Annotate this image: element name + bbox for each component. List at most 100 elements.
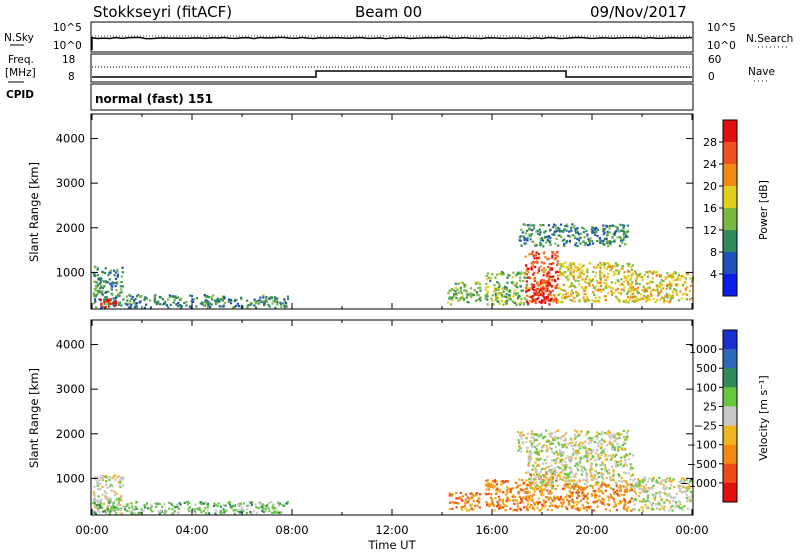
heatmap-cell	[120, 512, 124, 515]
heatmap-cell	[560, 264, 563, 267]
heatmap-cell	[92, 510, 96, 513]
heatmap-cell	[625, 509, 629, 512]
heatmap-cell	[548, 281, 551, 285]
heatmap-cell	[600, 483, 604, 486]
heatmap-cell	[272, 507, 275, 510]
heatmap-cell	[572, 475, 575, 478]
heatmap-cell	[502, 491, 505, 494]
heatmap-cell	[117, 503, 120, 506]
freq-left-tick-bottom: 8	[68, 71, 75, 83]
heatmap-cell	[586, 450, 589, 454]
heatmap-cell	[232, 509, 235, 512]
heatmap-cell	[464, 507, 467, 510]
heatmap-cell	[217, 297, 220, 300]
heatmap-cell	[273, 296, 276, 299]
heatmap-cell	[177, 507, 180, 510]
heatmap-cell	[587, 437, 590, 440]
heatmap-cell	[678, 500, 682, 503]
heatmap-cell	[622, 465, 625, 468]
heatmap-cell	[268, 297, 271, 300]
heatmap-cell	[94, 499, 97, 502]
heatmap-cell	[120, 275, 123, 278]
heatmap-cell	[658, 284, 662, 287]
heatmap-cell	[607, 285, 610, 288]
heatmap-cell	[202, 502, 205, 505]
heatmap-cell	[96, 499, 99, 502]
heatmap-cell	[485, 274, 488, 277]
heatmap-cell	[239, 502, 242, 505]
heatmap-cell	[586, 244, 590, 247]
heatmap-cell	[531, 500, 534, 503]
heatmap-cell	[604, 484, 607, 487]
heatmap-cell	[574, 435, 578, 438]
heatmap-cell	[648, 298, 652, 302]
heatmap-cell	[665, 499, 668, 502]
heatmap-cell	[538, 509, 541, 512]
heatmap-cell	[497, 292, 500, 295]
heatmap-cell	[493, 509, 496, 512]
heatmap-cell	[623, 271, 626, 274]
heatmap-cell	[578, 239, 581, 242]
heatmap-cell	[647, 298, 650, 301]
beam-label: Beam 00	[355, 3, 422, 21]
heatmap-cell	[107, 498, 110, 501]
heatmap-cell	[542, 293, 545, 296]
heatmap-cell	[558, 443, 561, 446]
heatmap-cell	[280, 511, 283, 514]
colorbar-segment	[723, 142, 737, 165]
heatmap-cell	[586, 457, 589, 460]
heatmap-cell	[529, 457, 533, 460]
heatmap-cell	[628, 298, 631, 301]
heatmap-cell	[465, 296, 468, 299]
heatmap-cell	[582, 457, 585, 460]
heatmap-cell	[687, 483, 690, 486]
heatmap-cell	[563, 242, 566, 246]
heatmap-cell	[140, 508, 143, 511]
heatmap-cell	[540, 269, 543, 272]
heatmap-cell	[128, 510, 131, 513]
heatmap-cell	[613, 435, 616, 438]
heatmap-cell	[546, 272, 549, 275]
heatmap-cell	[624, 502, 627, 505]
heatmap-cell	[616, 298, 620, 301]
heatmap-cell	[635, 296, 638, 299]
heatmap-cell	[501, 273, 504, 276]
heatmap-cell	[564, 433, 567, 436]
heatmap-cell	[584, 483, 587, 486]
heatmap-cell	[612, 478, 615, 481]
heatmap-cell	[654, 289, 657, 292]
heatmap-cell	[101, 479, 104, 482]
heatmap-cell	[491, 273, 494, 276]
heatmap-cell	[206, 504, 209, 507]
heatmap-cell	[633, 300, 636, 303]
heatmap-cell	[592, 449, 595, 452]
heatmap-cell	[530, 453, 533, 456]
cpid-label: CPID	[6, 89, 34, 101]
heatmap-cell	[233, 512, 236, 515]
heatmap-cell	[590, 466, 593, 469]
heatmap-cell	[544, 297, 547, 300]
heatmap-cell	[114, 284, 117, 288]
heatmap-cell	[531, 224, 534, 227]
heatmap-cell	[628, 288, 631, 291]
heatmap-cell	[571, 480, 574, 483]
heatmap-cell	[494, 479, 497, 482]
heatmap-cell	[132, 301, 135, 304]
heatmap-cell	[522, 434, 525, 437]
heatmap-cell	[515, 282, 518, 285]
heatmap-cell	[467, 499, 470, 502]
heatmap-cell	[128, 506, 131, 509]
heatmap-cell	[575, 462, 578, 465]
heatmap-cell	[502, 290, 505, 293]
heatmap-cell	[93, 287, 96, 290]
heatmap-cell	[546, 466, 550, 469]
heatmap-cell	[489, 484, 492, 487]
heatmap-cell	[519, 279, 522, 282]
heatmap-cell	[525, 471, 528, 474]
heatmap-cell	[520, 289, 523, 292]
heatmap-cell	[546, 448, 549, 451]
heatmap-cell	[668, 280, 671, 283]
heatmap-cell	[551, 499, 554, 502]
heatmap-cell	[99, 501, 102, 504]
heatmap-cell	[596, 431, 599, 434]
